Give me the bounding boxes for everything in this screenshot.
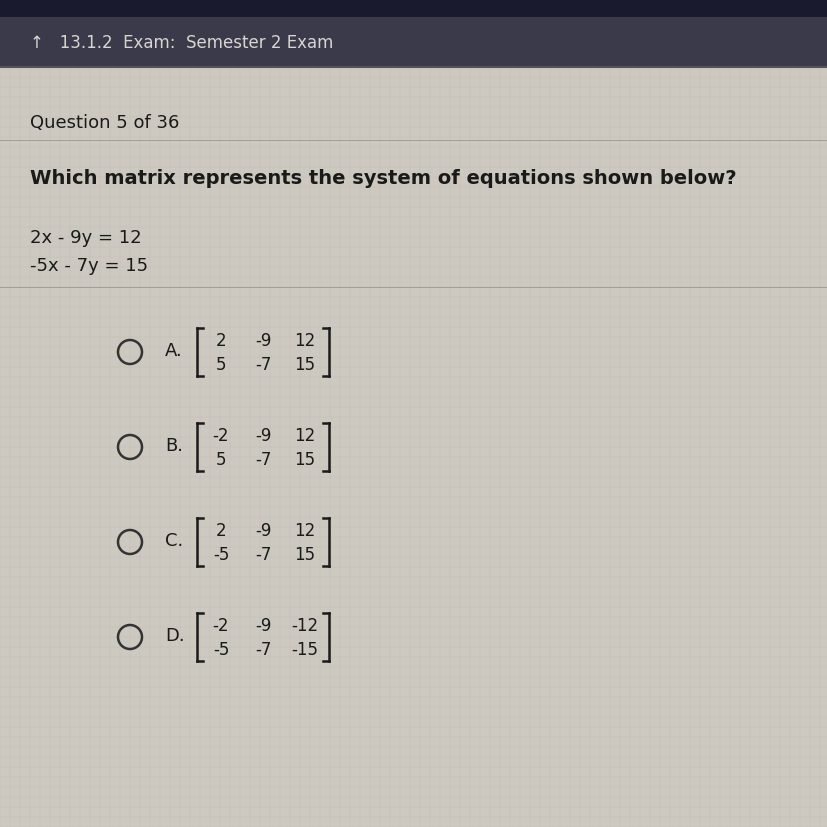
Text: 15: 15 <box>294 545 315 563</box>
Text: -12: -12 <box>291 616 318 634</box>
Text: -7: -7 <box>255 545 271 563</box>
Text: Question 5 of 36: Question 5 of 36 <box>30 114 179 131</box>
Text: -9: -9 <box>255 616 271 634</box>
Text: -7: -7 <box>255 451 271 468</box>
Text: -2: -2 <box>213 616 229 634</box>
Text: A.: A. <box>165 342 183 360</box>
Text: 5: 5 <box>216 451 226 468</box>
FancyBboxPatch shape <box>0 68 827 827</box>
Text: -2: -2 <box>213 427 229 444</box>
Text: ↑   13.1.2  Exam:  Semester 2 Exam: ↑ 13.1.2 Exam: Semester 2 Exam <box>30 34 333 52</box>
Text: 2: 2 <box>215 521 226 539</box>
Text: 2x - 9y = 12: 2x - 9y = 12 <box>30 229 141 246</box>
Text: -5: -5 <box>213 545 229 563</box>
Text: -5: -5 <box>213 640 229 658</box>
Text: -9: -9 <box>255 521 271 539</box>
Text: -9: -9 <box>255 332 271 350</box>
Text: -5x - 7y = 15: -5x - 7y = 15 <box>30 256 148 275</box>
Text: -7: -7 <box>255 640 271 658</box>
Text: 15: 15 <box>294 356 315 374</box>
FancyBboxPatch shape <box>0 18 827 68</box>
Text: -9: -9 <box>255 427 271 444</box>
Text: 5: 5 <box>216 356 226 374</box>
Text: B.: B. <box>165 437 183 455</box>
Text: 2: 2 <box>215 332 226 350</box>
Text: -15: -15 <box>291 640 318 658</box>
Text: 12: 12 <box>294 427 315 444</box>
Text: D.: D. <box>165 626 184 644</box>
Text: 12: 12 <box>294 521 315 539</box>
Text: 12: 12 <box>294 332 315 350</box>
Text: -7: -7 <box>255 356 271 374</box>
Text: C.: C. <box>165 532 183 549</box>
Text: 15: 15 <box>294 451 315 468</box>
Text: Which matrix represents the system of equations shown below?: Which matrix represents the system of eq… <box>30 169 736 187</box>
FancyBboxPatch shape <box>0 0 827 18</box>
